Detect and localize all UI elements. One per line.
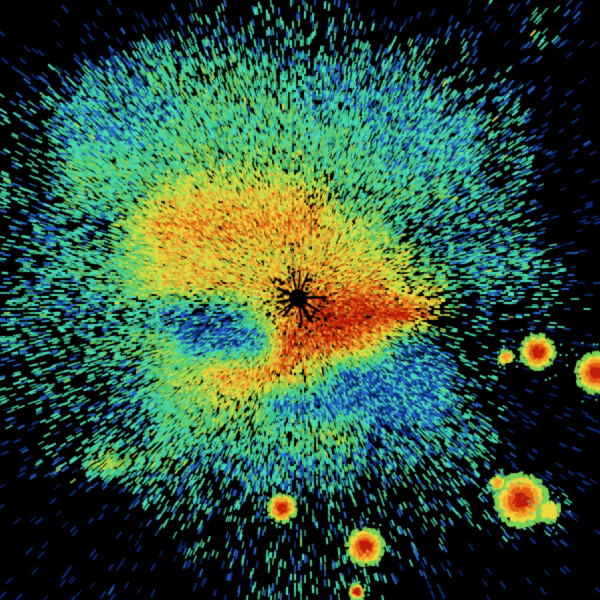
radar-display <box>0 0 600 600</box>
radar-reflectivity-canvas <box>0 0 600 600</box>
